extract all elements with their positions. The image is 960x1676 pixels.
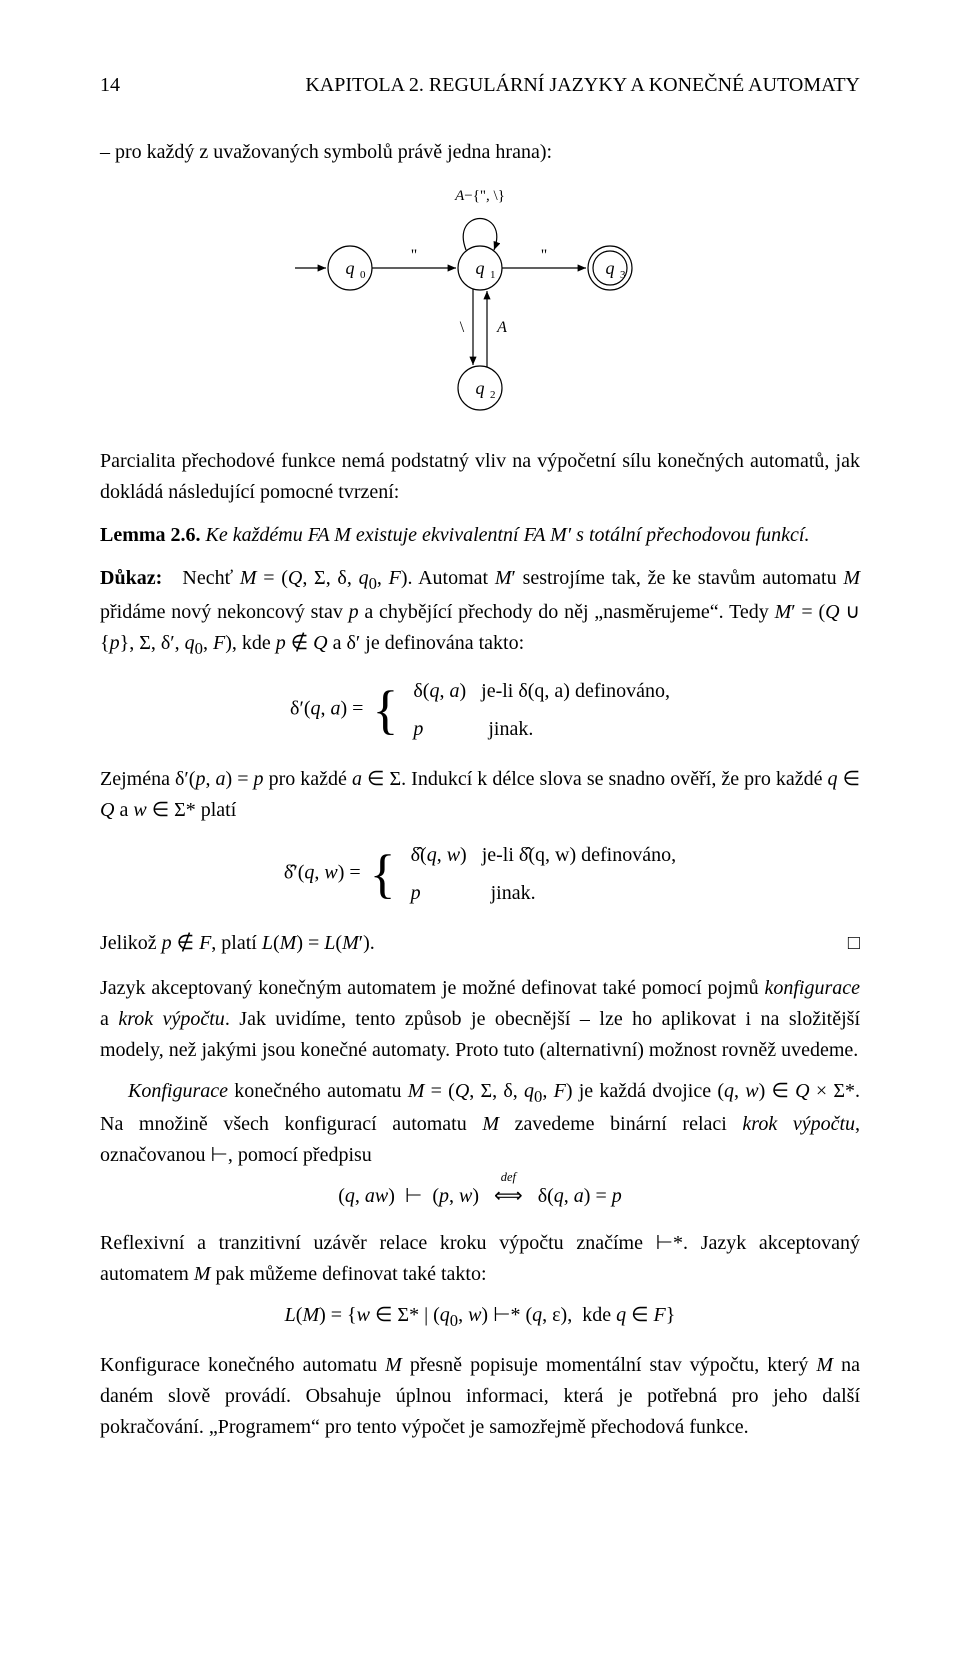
brace-icon: { bbox=[370, 847, 396, 901]
lemma: Lemma 2.6. Ke každému FA M existuje ekvi… bbox=[100, 520, 860, 551]
proof-end-row: Jelikož p ∉ F, platí L(M) = L(M′). □ bbox=[100, 928, 860, 959]
page-number: 14 bbox=[100, 70, 120, 101]
proof-para2: Zejména δ′(p, a) = p pro každé a ∈ Σ. In… bbox=[100, 764, 860, 826]
txt: Jazyk akceptovaný konečným automatem je … bbox=[100, 977, 764, 999]
chapter-title: KAPITOLA 2. REGULÁRNÍ JAZYKY A KONEČNÉ A… bbox=[305, 70, 860, 101]
svg-text:": " bbox=[411, 247, 418, 264]
automaton-diagram: q0 q1 q3 q2 " " A−{", \} \ A bbox=[280, 178, 680, 428]
config-intro: Jazyk akceptovaný konečným automatem je … bbox=[100, 973, 860, 1066]
krok-term: krok výpočtu bbox=[742, 1113, 855, 1135]
svg-text:0: 0 bbox=[360, 269, 366, 281]
hcase1-val: δ̂(q, w) bbox=[411, 844, 467, 866]
reflex-para: Reflexivní a tranzitivní uzávěr relace k… bbox=[100, 1228, 860, 1290]
delta-prime-def: δ′(q, a) = { δ(q, a) je-li δ(q, a) defin… bbox=[100, 672, 860, 748]
hcase1-cond: je-li δ̂(q, w) definováno, bbox=[482, 844, 676, 866]
step-relation-def: (q, aw) ⊢ (p, w) def⟺ δ(q, a) = p bbox=[100, 1181, 860, 1212]
edge-q1-loop bbox=[463, 219, 496, 251]
svg-text:2: 2 bbox=[490, 389, 496, 401]
delta-lhs: δ′(q, a) = bbox=[290, 697, 363, 719]
final-para: Konfigurace konečného automatu M přesně … bbox=[100, 1350, 860, 1443]
partial-para: Parcialita přechodové funkce nemá podsta… bbox=[100, 446, 860, 508]
lemma-text: Ke každému FA M existuje ekvivalentní FA… bbox=[206, 524, 810, 546]
case2-val: p bbox=[413, 718, 423, 740]
svg-text:q: q bbox=[346, 258, 355, 278]
page: 14 KAPITOLA 2. REGULÁRNÍ JAZYKY A KONEČN… bbox=[0, 0, 960, 1676]
lemma-label: Lemma 2.6. bbox=[100, 524, 201, 546]
config-def: Konfigurace konečného automatu M = (Q, Σ… bbox=[100, 1076, 860, 1172]
delta-hat-def: δ̂′(q, w) = { δ̂(q, w) je-li δ̂(q, w) de… bbox=[100, 836, 860, 912]
proof-conclusion: Jelikož p ∉ F, platí L(M) = L(M′). bbox=[100, 928, 375, 959]
svg-text:q: q bbox=[476, 378, 485, 398]
page-header: 14 KAPITOLA 2. REGULÁRNÍ JAZYKY A KONEČN… bbox=[100, 70, 860, 101]
svg-text:3: 3 bbox=[620, 269, 626, 281]
case2-cond: jinak. bbox=[488, 718, 533, 740]
intro-line: – pro každý z uvažovaných symbolů právě … bbox=[100, 137, 860, 168]
svg-text:\: \ bbox=[460, 319, 465, 336]
qed-icon: □ bbox=[848, 928, 860, 959]
deltahat-lhs: δ̂′(q, w) = bbox=[284, 861, 361, 883]
case1-cond: je-li δ(q, a) definováno, bbox=[481, 680, 670, 702]
proof-para1: Důkaz: Nechť M = (Q, Σ, δ, q0, F). Autom… bbox=[100, 563, 860, 662]
case1-val: δ(q, a) bbox=[413, 680, 466, 702]
konfigurace-term: Konfigurace bbox=[128, 1080, 228, 1102]
svg-text:A: A bbox=[496, 319, 507, 336]
svg-text:": " bbox=[541, 247, 548, 264]
language-def: L(M) = {w ∈ Σ* | (q0, w) ⊢* (q, ε), kde … bbox=[100, 1300, 860, 1334]
svg-text:A−{", \}: A−{", \} bbox=[454, 188, 505, 204]
konfigurace-term: konfigurace bbox=[764, 977, 860, 999]
txt: a bbox=[100, 1008, 118, 1030]
hcase2-cond: jinak. bbox=[491, 882, 536, 904]
svg-text:q: q bbox=[606, 258, 615, 278]
svg-text:1: 1 bbox=[490, 269, 496, 281]
brace-icon: { bbox=[372, 683, 398, 737]
def-label: def bbox=[501, 1168, 516, 1187]
proof-label: Důkaz: bbox=[100, 567, 162, 589]
svg-text:q: q bbox=[476, 258, 485, 278]
krok-term: krok výpočtu bbox=[118, 1008, 224, 1030]
hcase2-val: p bbox=[411, 882, 421, 904]
